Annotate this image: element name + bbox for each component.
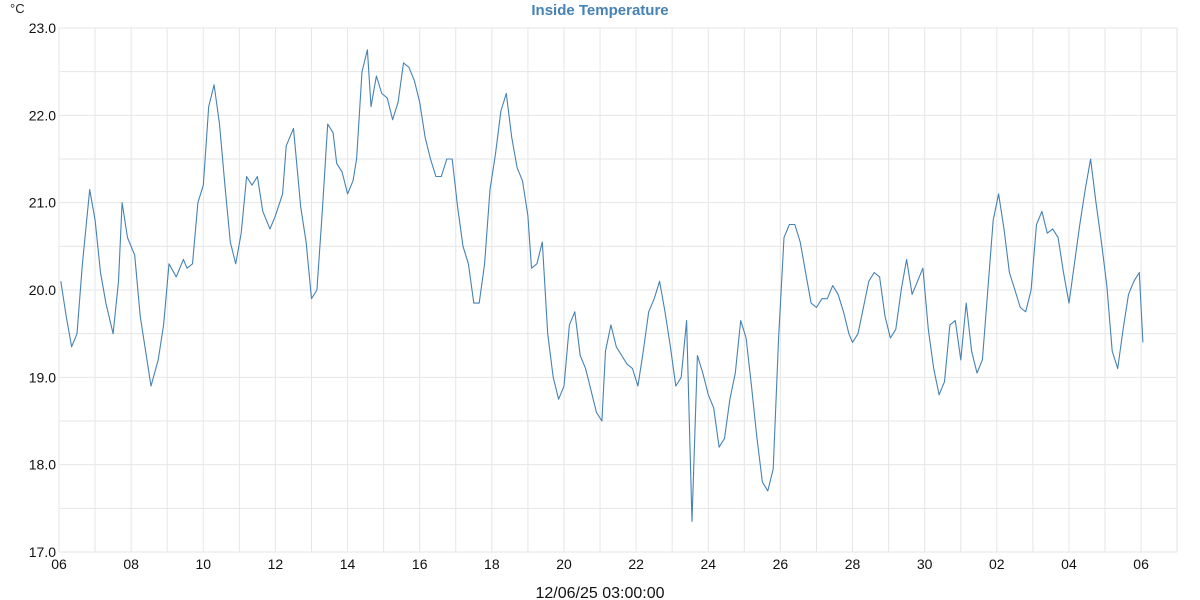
x-tick-label: 16	[412, 556, 428, 572]
x-tick-label: 30	[917, 556, 933, 572]
x-tick-label: 26	[773, 556, 789, 572]
x-tick-label: 18	[484, 556, 500, 572]
x-tick-label: 28	[845, 556, 861, 572]
y-axis-ticks: 17.0 18.0 19.0 20.0 21.0 22.0 23.0	[29, 20, 56, 560]
y-axis-unit: °C	[10, 1, 25, 16]
chart-title: Inside Temperature	[531, 2, 668, 19]
x-axis-ticks: 06 08 10 12 14 16 18 20 22 24 26 28 30 02 04 06	[51, 556, 1149, 572]
y-tick-label: 21.0	[29, 195, 56, 211]
y-tick-label: 17.0	[29, 544, 56, 560]
x-tick-label: 08	[123, 556, 139, 572]
x-tick-label: 20	[556, 556, 572, 572]
y-tick-label: 23.0	[29, 20, 56, 36]
temperature-line	[60, 49, 1144, 522]
x-tick-label: 22	[628, 556, 644, 572]
x-tick-label: 04	[1061, 556, 1077, 572]
x-tick-label: 02	[989, 556, 1005, 572]
x-tick-label: 24	[700, 556, 716, 572]
y-tick-label: 18.0	[29, 457, 56, 473]
x-tick-label: 06	[1133, 556, 1149, 572]
x-tick-label: 14	[340, 556, 356, 572]
x-tick-label: 06	[51, 556, 67, 572]
x-tick-label: 12	[268, 556, 284, 572]
x-axis-label: 12/06/25 03:00:00	[535, 585, 664, 600]
grid-lines	[58, 27, 1178, 553]
y-tick-label: 20.0	[29, 282, 56, 298]
y-tick-label: 19.0	[29, 369, 56, 385]
y-tick-label: 22.0	[29, 107, 56, 123]
x-tick-label: 10	[195, 556, 211, 572]
